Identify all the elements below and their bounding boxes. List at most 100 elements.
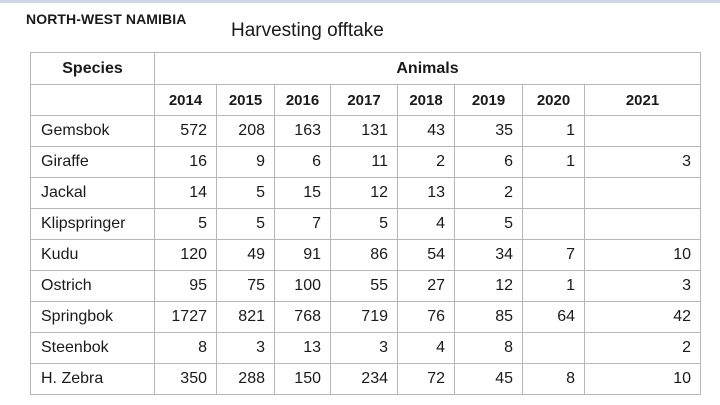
value-cell: 72 [397,363,455,395]
value-cell: 768 [274,301,331,333]
value-cell [584,177,701,209]
value-cell: 3 [330,332,398,364]
year-header: 2017 [330,84,398,116]
value-cell: 3 [584,270,701,302]
table-row: Gemsbok 572 208 163 131 43 35 1 [30,115,701,147]
region-label: NORTH-WEST NAMIBIA [26,11,187,27]
value-cell: 55 [330,270,398,302]
value-cell: 9 [216,146,275,178]
value-cell: 54 [397,239,455,271]
year-header: 2016 [274,84,331,116]
table-row: Springbok 1727 821 768 719 76 85 64 42 [30,301,701,333]
table-row: Kudu 120 49 91 86 54 34 7 10 [30,239,701,271]
value-cell: 163 [274,115,331,147]
value-cell: 8 [522,363,585,395]
value-cell: 234 [330,363,398,395]
species-cell: Ostrich [30,270,155,302]
species-cell: Steenbok [30,332,155,364]
value-cell: 14 [154,177,217,209]
table-row: Steenbok 8 3 13 3 4 8 2 [30,332,701,364]
value-cell: 288 [216,363,275,395]
species-cell: Springbok [30,301,155,333]
animals-header: Animals [154,52,701,85]
species-cell: Jackal [30,177,155,209]
value-cell: 100 [274,270,331,302]
value-cell: 131 [330,115,398,147]
value-cell: 5 [330,208,398,240]
table-row: Giraffe 16 9 6 11 2 6 1 3 [30,146,701,178]
value-cell [522,208,585,240]
value-cell: 75 [216,270,275,302]
value-cell: 85 [454,301,523,333]
value-cell: 572 [154,115,217,147]
value-cell: 6 [454,146,523,178]
value-cell: 91 [274,239,331,271]
value-cell: 45 [454,363,523,395]
value-cell: 4 [397,208,455,240]
value-cell: 15 [274,177,331,209]
species-cell: Giraffe [30,146,155,178]
value-cell: 5 [454,208,523,240]
value-cell: 719 [330,301,398,333]
value-cell: 10 [584,239,701,271]
value-cell: 12 [454,270,523,302]
value-cell: 350 [154,363,217,395]
value-cell: 120 [154,239,217,271]
value-cell: 5 [216,177,275,209]
year-header-blank [30,84,155,116]
table-row: Ostrich 95 75 100 55 27 12 1 3 [30,270,701,302]
value-cell: 27 [397,270,455,302]
value-cell: 2 [397,146,455,178]
value-cell: 16 [154,146,217,178]
year-header-row: 2014 2015 2016 2017 2018 2019 2020 2021 [30,84,701,116]
value-cell: 3 [216,332,275,364]
value-cell: 2 [584,332,701,364]
top-rule [0,0,720,3]
value-cell: 1 [522,115,585,147]
table-row: Klipspringer 5 5 7 5 4 5 [30,208,701,240]
value-cell [584,208,701,240]
offtake-table: Species Animals 2014 2015 2016 2017 2018 2019… [30,52,701,395]
value-cell: 1727 [154,301,217,333]
year-header: 2019 [454,84,523,116]
year-header: 2014 [154,84,217,116]
value-cell [522,177,585,209]
value-cell: 86 [330,239,398,271]
value-cell: 2 [454,177,523,209]
value-cell: 43 [397,115,455,147]
value-cell: 6 [274,146,331,178]
value-cell: 5 [216,208,275,240]
value-cell: 13 [397,177,455,209]
year-header: 2021 [584,84,701,116]
species-header: Species [30,52,155,85]
value-cell [522,332,585,364]
value-cell: 95 [154,270,217,302]
value-cell: 12 [330,177,398,209]
table-title: Harvesting offtake [231,20,384,41]
value-cell: 13 [274,332,331,364]
value-cell [584,115,701,147]
year-header: 2020 [522,84,585,116]
value-cell: 8 [154,332,217,364]
value-cell: 3 [584,146,701,178]
value-cell: 7 [274,208,331,240]
species-cell: Klipspringer [30,208,155,240]
value-cell: 11 [330,146,398,178]
value-cell: 35 [454,115,523,147]
value-cell: 150 [274,363,331,395]
table-row: Jackal 14 5 15 12 13 2 [30,177,701,209]
value-cell: 208 [216,115,275,147]
value-cell: 76 [397,301,455,333]
species-cell: Gemsbok [30,115,155,147]
year-header: 2018 [397,84,455,116]
value-cell: 1 [522,270,585,302]
value-cell: 4 [397,332,455,364]
value-cell: 10 [584,363,701,395]
value-cell: 1 [522,146,585,178]
table-row: H. Zebra 350 288 150 234 72 45 8 10 [30,363,701,395]
species-cell: H. Zebra [30,363,155,395]
species-cell: Kudu [30,239,155,271]
value-cell: 821 [216,301,275,333]
value-cell: 8 [454,332,523,364]
value-cell: 34 [454,239,523,271]
